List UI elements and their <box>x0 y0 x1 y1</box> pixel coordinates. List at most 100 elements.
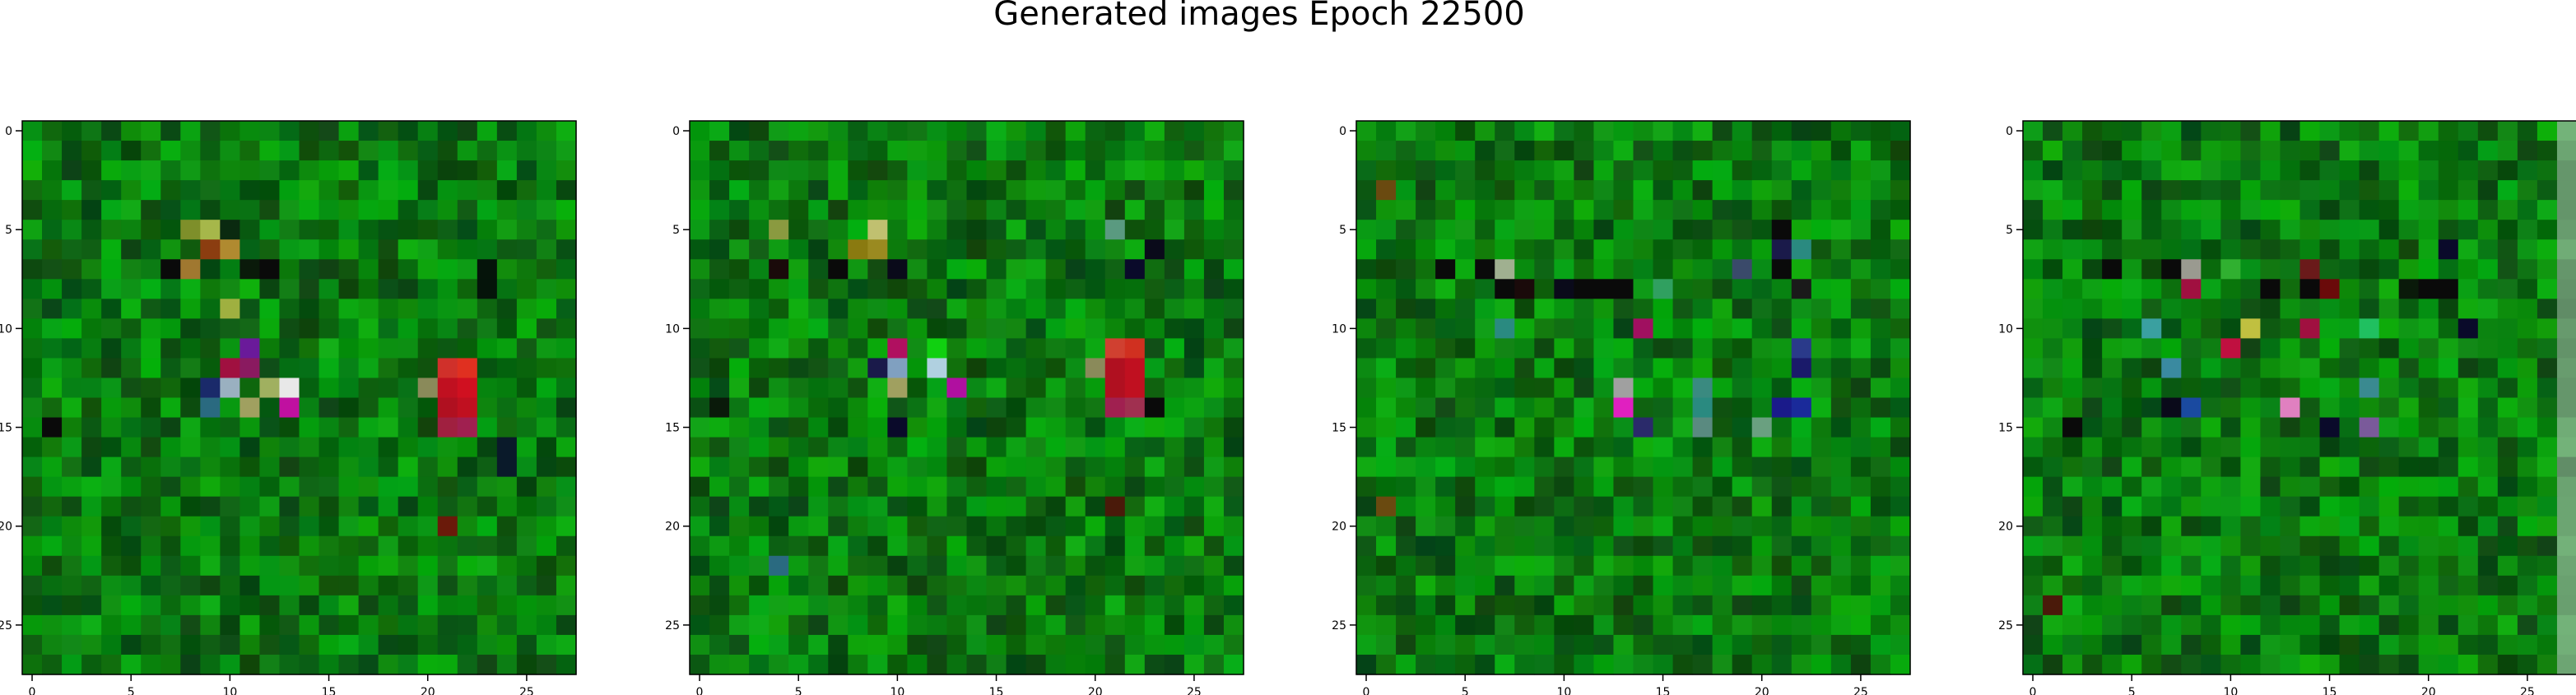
pixel <box>1164 239 1185 260</box>
pixel <box>1223 141 1244 161</box>
pixel <box>2280 437 2301 458</box>
pixel <box>1396 299 1416 319</box>
pixel <box>1376 200 1397 220</box>
pixel <box>1534 476 1555 498</box>
pixel <box>62 220 82 240</box>
pixel <box>808 358 829 379</box>
pixel <box>927 595 948 616</box>
pixel <box>62 180 82 201</box>
pixel <box>2438 456 2459 478</box>
pixel <box>1751 358 1773 379</box>
pixel <box>1203 654 1225 675</box>
pixel <box>141 378 161 399</box>
pixel <box>1633 496 1654 517</box>
pixel <box>2201 239 2221 260</box>
pixel <box>398 338 419 359</box>
pixel <box>867 437 888 458</box>
pixel <box>986 614 1007 636</box>
pixel <box>338 180 360 201</box>
pixel <box>729 141 750 161</box>
pixel <box>536 239 557 260</box>
pixel <box>2438 397 2459 419</box>
pixel <box>1811 634 1832 656</box>
pixel <box>556 575 577 596</box>
pixel <box>1223 259 1244 280</box>
pixel <box>2536 279 2558 299</box>
pixel <box>42 160 63 181</box>
pixel <box>1376 279 1397 299</box>
pixel <box>319 595 340 616</box>
pixel <box>1495 121 1515 141</box>
pixel <box>1534 456 1555 478</box>
pixel <box>828 437 849 458</box>
pixel <box>1085 279 1106 299</box>
pixel <box>477 654 498 675</box>
pixel <box>378 358 399 379</box>
pixel <box>2043 378 2063 399</box>
pixel <box>1183 279 1205 299</box>
pixel <box>398 654 419 675</box>
pixel <box>709 555 730 577</box>
pixel <box>417 516 439 537</box>
pixel <box>709 259 730 280</box>
pixel <box>907 417 928 438</box>
pixel <box>1692 555 1713 577</box>
pixel <box>536 299 557 319</box>
pixel <box>259 397 281 419</box>
pixel <box>81 476 102 498</box>
pixel <box>1890 476 1911 498</box>
pixel <box>808 121 829 141</box>
pixel <box>2497 338 2518 359</box>
pixel <box>2220 535 2241 557</box>
pixel <box>986 121 1007 141</box>
pixel <box>62 200 82 220</box>
pixel <box>1791 358 1812 379</box>
pixel <box>1633 318 1654 339</box>
pixel <box>1613 200 1634 220</box>
pixel <box>358 318 379 339</box>
pixel <box>319 555 340 577</box>
pixel <box>1712 456 1733 478</box>
pixel <box>1514 121 1535 141</box>
pixel <box>1830 121 1852 141</box>
pixel <box>2082 456 2103 478</box>
pixel <box>1830 299 1852 319</box>
pixel <box>2497 575 2518 596</box>
pixel <box>417 595 439 616</box>
pixel <box>1376 180 1397 201</box>
pixel <box>42 634 63 656</box>
pixel <box>2260 180 2281 201</box>
pixel <box>437 200 458 220</box>
pixel <box>1534 496 1555 517</box>
pixel <box>1495 397 1515 419</box>
pixel <box>259 338 281 359</box>
pixel <box>1850 496 1872 517</box>
pixel <box>1183 417 1205 438</box>
pixel <box>1475 437 1495 458</box>
pixel <box>1203 417 1225 438</box>
pixel <box>2378 496 2400 517</box>
pixel <box>2220 279 2241 299</box>
pixel <box>828 160 849 181</box>
pixel <box>907 595 928 616</box>
pixel <box>1751 141 1773 161</box>
pixel <box>848 121 868 141</box>
pixel <box>808 634 829 656</box>
pixel <box>2319 299 2341 319</box>
pixel <box>2240 614 2262 636</box>
pixel <box>477 259 498 280</box>
pixel <box>338 476 360 498</box>
pixel <box>2477 397 2499 419</box>
pixel <box>121 239 142 260</box>
pixel <box>437 654 458 675</box>
pixel <box>2517 496 2538 517</box>
pixel <box>2378 378 2400 399</box>
pixel <box>709 614 730 636</box>
pixel <box>101 417 122 438</box>
pixel <box>200 496 221 517</box>
pixel <box>966 299 988 319</box>
pixel <box>2556 595 2576 616</box>
pixel <box>2102 378 2123 399</box>
pixel <box>828 476 849 498</box>
pixel <box>828 299 849 319</box>
